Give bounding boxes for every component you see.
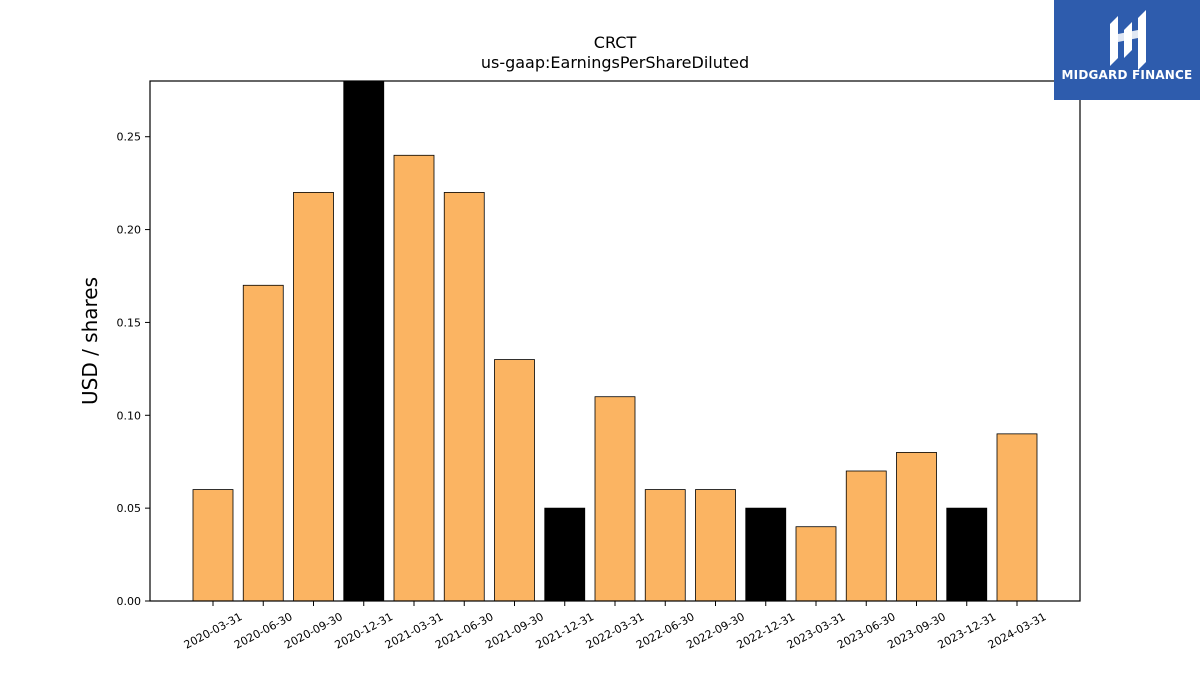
bar-2021-09-30 — [494, 359, 535, 602]
y-tick-label: 0.20 — [117, 224, 142, 237]
bar-2023-12-31 — [946, 507, 988, 602]
bar-2020-12-31 — [343, 80, 385, 602]
bar-2020-06-30 — [242, 284, 284, 602]
logo-text: MIDGARD FINANCE — [1061, 68, 1193, 82]
y-axis-label: USD / shares — [78, 277, 102, 405]
plot-frame — [149, 80, 1081, 602]
bar-2021-03-31 — [393, 154, 435, 602]
y-tick-label: 0.05 — [117, 502, 142, 515]
bar-2022-12-31 — [745, 507, 787, 602]
bar-2020-09-30 — [293, 192, 334, 602]
bar-2023-06-30 — [845, 470, 887, 602]
y-tick-label: 0.00 — [117, 595, 142, 608]
chart-subtitle: us-gaap:EarningsPerShareDiluted — [481, 53, 749, 72]
bar-2023-09-30 — [896, 452, 937, 602]
midgard-logo-icon — [1110, 10, 1146, 70]
bar-2020-03-31 — [192, 489, 234, 602]
bar-2023-03-31 — [795, 526, 837, 602]
bar-2024-03-31 — [996, 433, 1038, 602]
bar-2022-06-30 — [644, 489, 686, 602]
bar-2021-06-30 — [443, 192, 485, 602]
y-tick-label: 0.15 — [117, 316, 142, 329]
y-tick-label: 0.25 — [117, 131, 142, 144]
bar-2021-12-31 — [544, 507, 586, 602]
chart-title: CRCT — [594, 33, 637, 52]
midgard-finance-logo: MIDGARD FINANCE — [1054, 0, 1200, 100]
y-tick-label: 0.10 — [117, 409, 142, 422]
bar-2022-03-31 — [594, 396, 636, 602]
bar-2022-09-30 — [695, 489, 736, 602]
